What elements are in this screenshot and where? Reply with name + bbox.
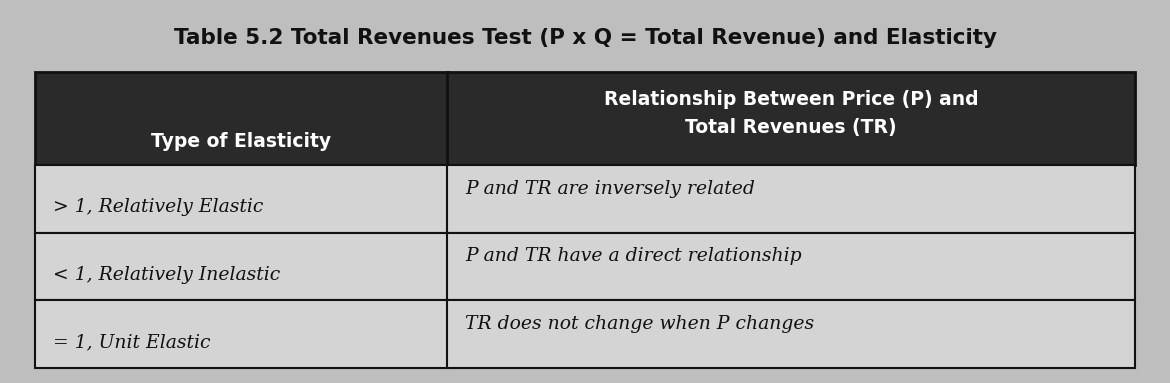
FancyBboxPatch shape bbox=[35, 233, 447, 300]
FancyBboxPatch shape bbox=[447, 165, 1135, 233]
Text: TR does not change when P changes: TR does not change when P changes bbox=[466, 315, 814, 333]
FancyBboxPatch shape bbox=[35, 165, 447, 233]
FancyBboxPatch shape bbox=[447, 72, 1135, 165]
FancyBboxPatch shape bbox=[35, 300, 447, 368]
Text: < 1, Relatively Inelastic: < 1, Relatively Inelastic bbox=[53, 266, 281, 284]
Text: P and TR are inversely related: P and TR are inversely related bbox=[466, 180, 756, 198]
Text: Table 5.2 Total Revenues Test (P x Q = Total Revenue) and Elasticity: Table 5.2 Total Revenues Test (P x Q = T… bbox=[173, 28, 997, 48]
Text: Relationship Between Price (P) and
Total Revenues (TR): Relationship Between Price (P) and Total… bbox=[604, 90, 978, 137]
Text: P and TR have a direct relationship: P and TR have a direct relationship bbox=[466, 247, 803, 265]
Text: Type of Elasticity: Type of Elasticity bbox=[151, 133, 331, 151]
FancyBboxPatch shape bbox=[447, 233, 1135, 300]
FancyBboxPatch shape bbox=[447, 300, 1135, 368]
Text: = 1, Unit Elastic: = 1, Unit Elastic bbox=[53, 333, 211, 351]
Text: > 1, Relatively Elastic: > 1, Relatively Elastic bbox=[53, 198, 263, 216]
FancyBboxPatch shape bbox=[35, 72, 447, 165]
